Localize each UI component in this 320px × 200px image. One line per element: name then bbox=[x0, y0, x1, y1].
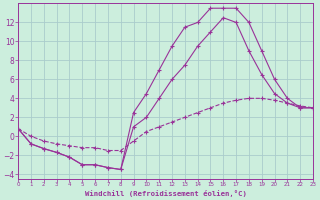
X-axis label: Windchill (Refroidissement éolien,°C): Windchill (Refroidissement éolien,°C) bbox=[85, 190, 246, 197]
